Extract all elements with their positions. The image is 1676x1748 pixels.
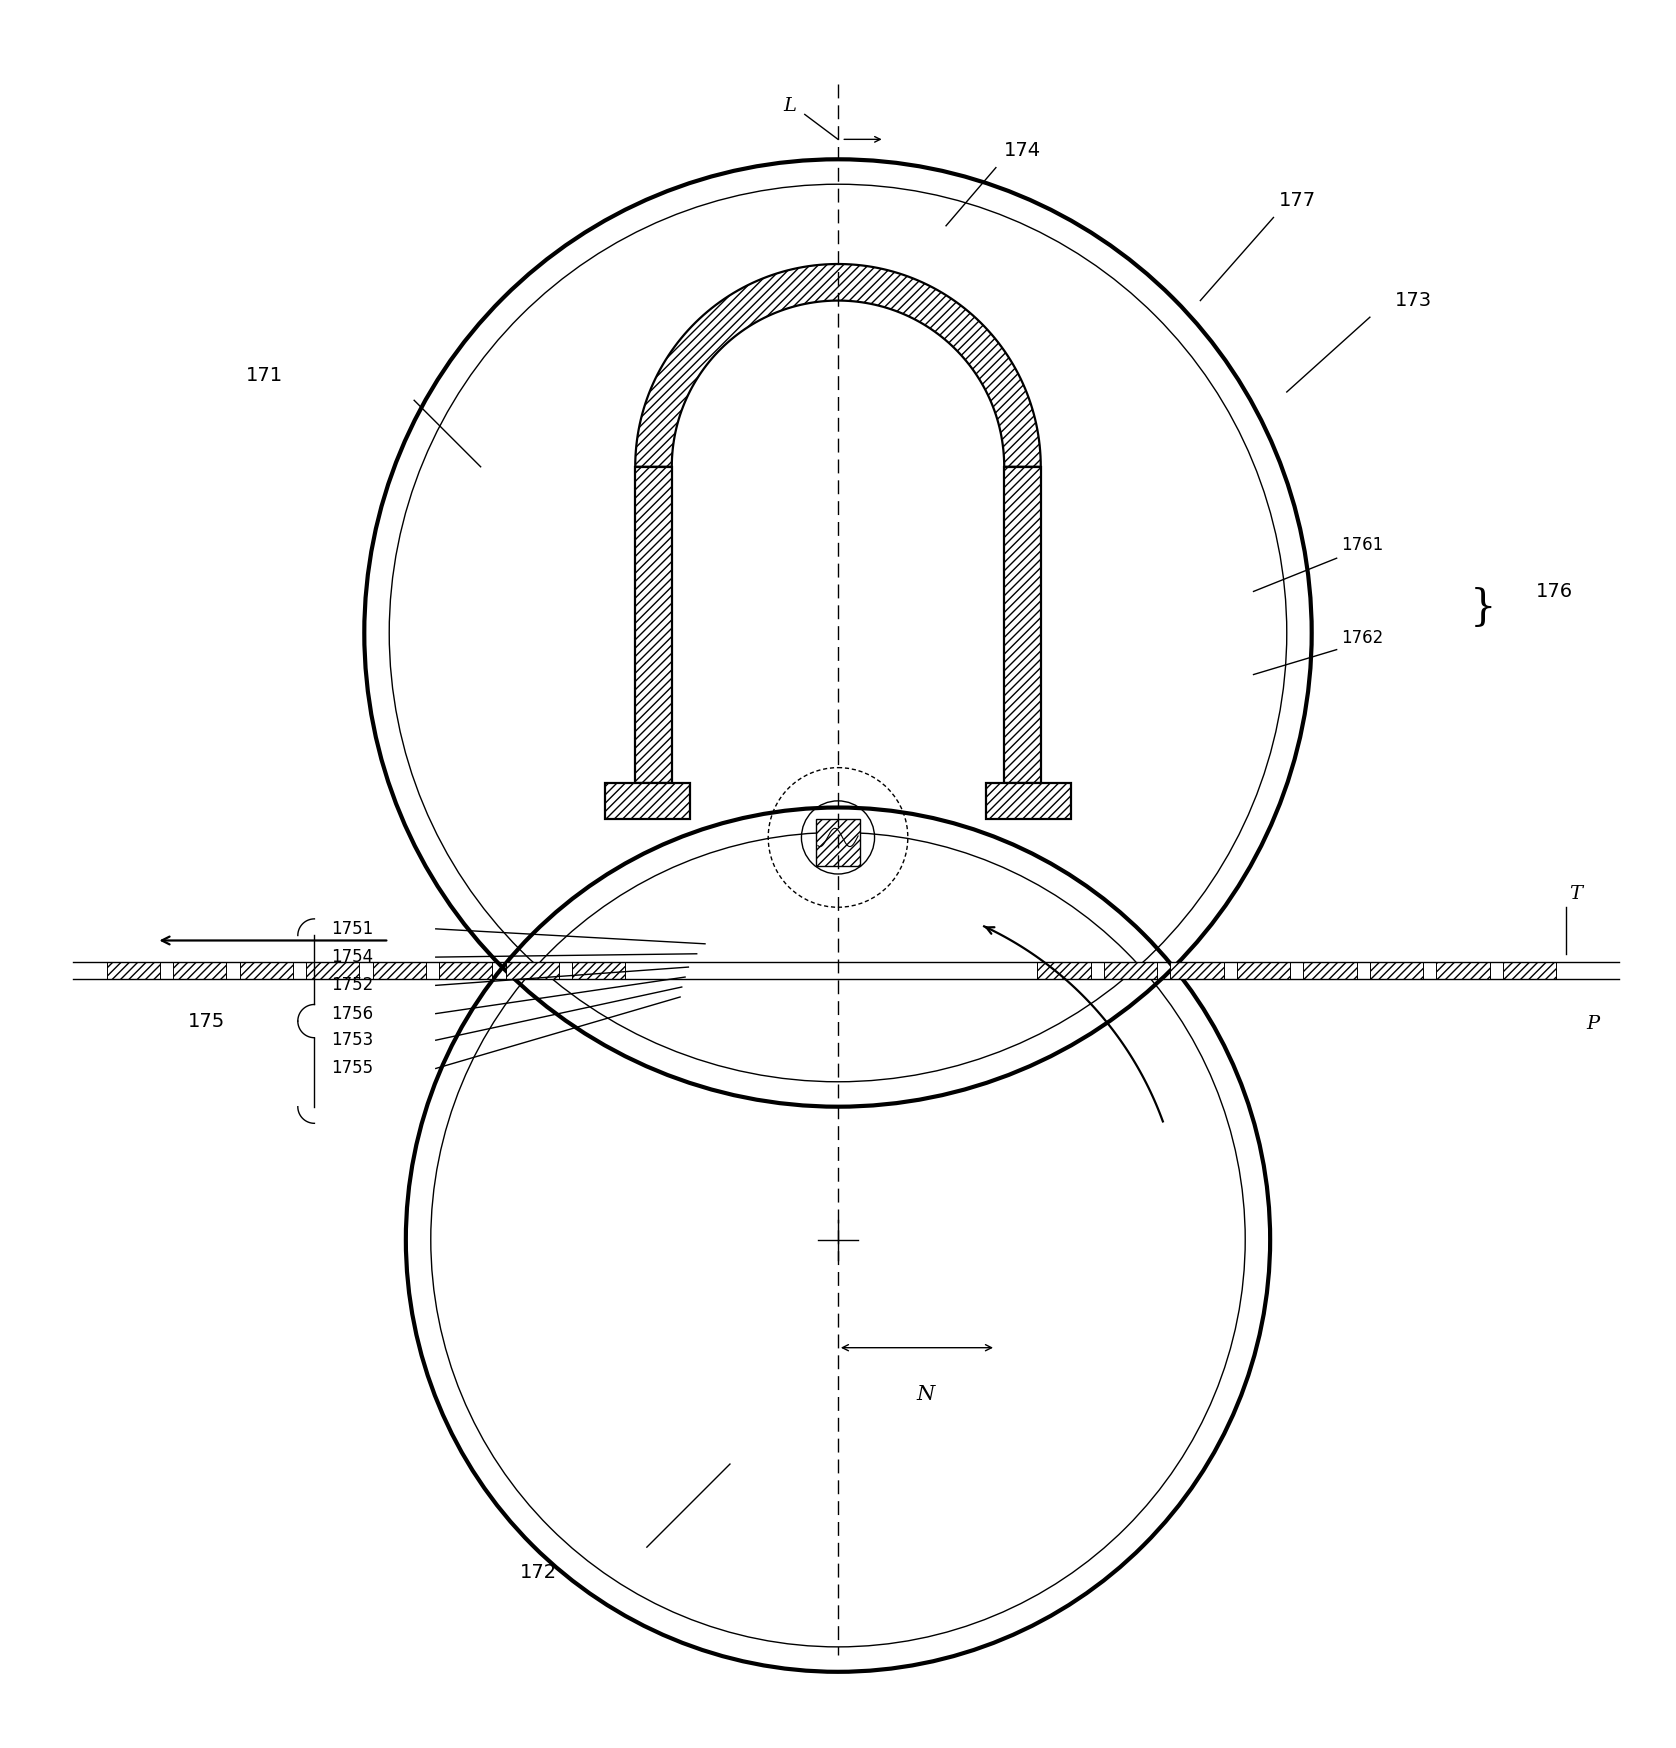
Bar (1304, 961, 1356, 979)
Bar (816, 820, 860, 865)
Text: 1754: 1754 (332, 947, 374, 967)
Text: 171: 171 (246, 365, 283, 385)
Bar (1237, 961, 1291, 979)
Text: L: L (783, 98, 796, 115)
Bar (506, 961, 558, 979)
Polygon shape (635, 264, 1041, 467)
Bar (173, 961, 226, 979)
Bar (107, 961, 159, 979)
Text: 1755: 1755 (332, 1059, 374, 1077)
Bar (439, 961, 493, 979)
Text: 174: 174 (1004, 142, 1041, 161)
Bar (372, 961, 426, 979)
Text: 1752: 1752 (332, 977, 374, 995)
Bar (1037, 961, 1091, 979)
Text: 173: 173 (1394, 292, 1431, 309)
Bar (1436, 961, 1490, 979)
Text: 1753: 1753 (332, 1031, 374, 1049)
Text: 1751: 1751 (332, 919, 374, 939)
Bar (635, 467, 672, 783)
Bar (307, 961, 359, 979)
Text: 177: 177 (1279, 191, 1316, 210)
Text: 1762: 1762 (1341, 629, 1384, 647)
Text: 175: 175 (188, 1012, 225, 1031)
Text: }: } (1470, 587, 1497, 629)
Bar (605, 783, 691, 820)
Bar (1369, 961, 1423, 979)
Bar (1170, 961, 1223, 979)
Text: 1756: 1756 (332, 1005, 374, 1023)
Text: 172: 172 (520, 1563, 558, 1582)
Text: 1761: 1761 (1341, 537, 1384, 554)
Bar (1004, 467, 1041, 783)
Text: 176: 176 (1537, 582, 1574, 601)
Text: P: P (1585, 1014, 1599, 1033)
Bar (1104, 961, 1156, 979)
Bar (985, 783, 1071, 820)
Bar (1503, 961, 1555, 979)
Text: T: T (1569, 884, 1582, 904)
Bar (240, 961, 293, 979)
Text: N: N (917, 1384, 935, 1404)
Bar (572, 961, 625, 979)
